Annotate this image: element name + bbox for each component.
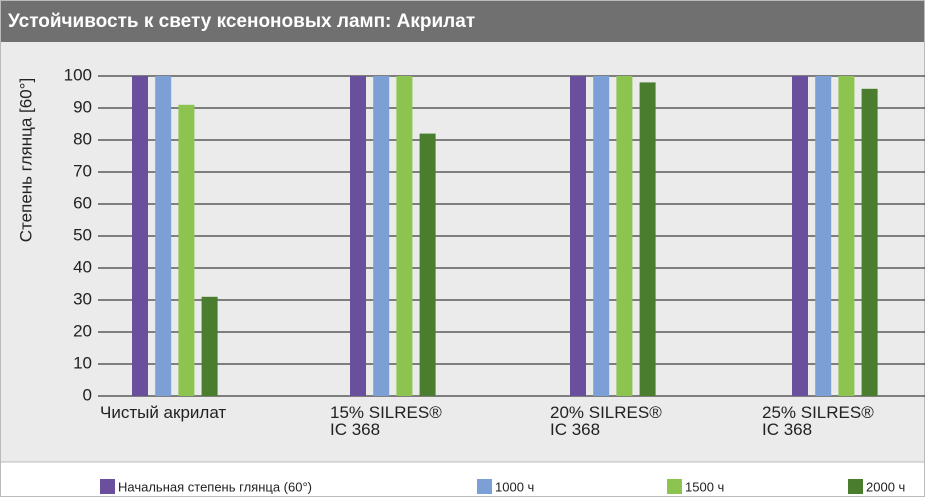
bar [639, 82, 656, 397]
legend-swatch [667, 479, 682, 494]
y-tick-label: 0 [83, 385, 92, 404]
legend-label: Начальная степень глянца (60°) [118, 479, 312, 494]
title-bar [0, 0, 925, 42]
chart-title: Устойчивость к свету ксеноновых ламп: Ак… [8, 11, 475, 32]
x-tick-label: 15% SILRES® IC 368 [330, 403, 442, 439]
legend-swatch [100, 479, 115, 494]
bar [616, 76, 633, 396]
bar [373, 76, 390, 396]
y-tick-label: 10 [73, 353, 92, 372]
legend-label: 1000 ч [495, 479, 534, 494]
y-tick-label: 30 [73, 289, 92, 308]
bar [396, 76, 413, 396]
bar [155, 76, 172, 396]
y-axis-label: Степень глянца [60°] [16, 78, 35, 242]
bar [419, 133, 436, 396]
bar [861, 88, 878, 397]
x-tick-label: 20% SILRES® IC 368 [550, 403, 662, 439]
legend-swatch [477, 479, 492, 494]
bar [570, 76, 586, 396]
bar [178, 104, 195, 397]
bar [201, 296, 218, 396]
bar [838, 76, 855, 396]
x-tick-label: 25% SILRES® IC 368 [762, 403, 874, 439]
y-tick-label: 60 [73, 193, 92, 212]
y-tick-label: 50 [73, 225, 92, 244]
y-tick-label: 20 [73, 321, 92, 340]
y-tick-label: 40 [73, 257, 92, 276]
bar [792, 76, 808, 396]
y-tick-label: 70 [73, 161, 92, 180]
y-tick-label: 90 [73, 97, 92, 116]
bar [132, 76, 148, 396]
bar [593, 76, 610, 396]
y-tick-label: 100 [64, 65, 92, 84]
legend-label: 2000 ч [866, 479, 905, 494]
x-tick-label: Чистый акрилат [100, 403, 227, 422]
plot-background [0, 0, 925, 462]
legend-label: 1500 ч [685, 479, 724, 494]
y-tick-label: 80 [73, 129, 92, 148]
bar [350, 76, 366, 396]
legend-swatch [848, 479, 863, 494]
bar [815, 76, 832, 396]
